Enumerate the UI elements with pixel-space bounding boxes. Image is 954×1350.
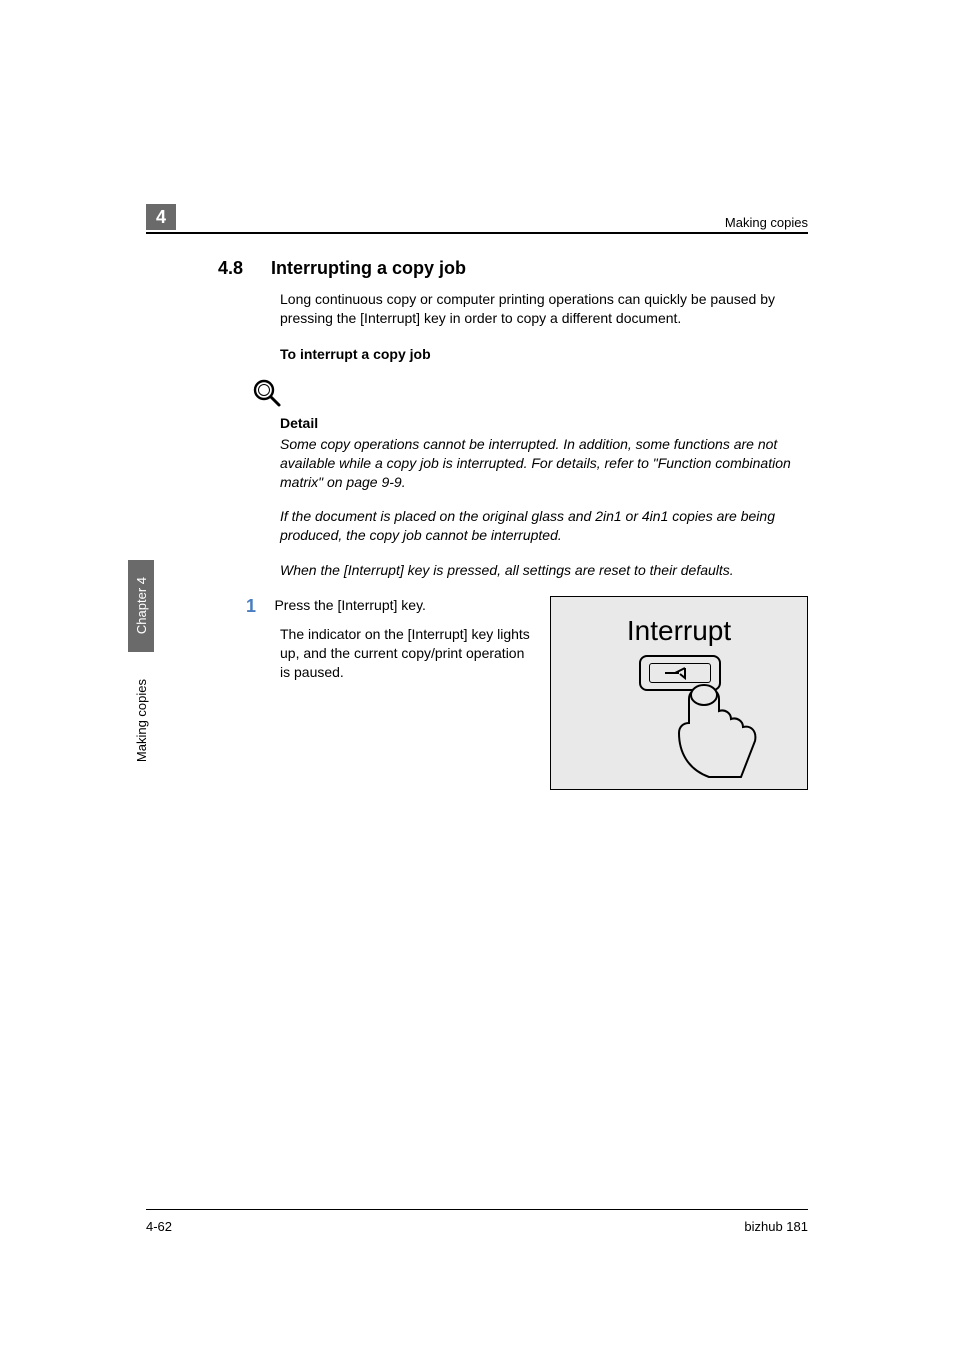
detail-para-2: If the document is placed on the origina… [280,507,808,545]
intro-paragraph: Long continuous copy or computer printin… [280,290,808,328]
header-rule [146,232,808,234]
chapter-badge: 4 [146,204,176,230]
page-number: 4-62 [146,1219,172,1234]
detail-para-1: Some copy operations cannot be interrupt… [280,435,808,492]
step-result: The indicator on the [Interrupt] key lig… [280,625,530,682]
footer-rule [146,1209,808,1210]
hand-pointer-icon [669,681,765,781]
side-tab-section: Making copies [128,656,154,786]
detail-para-3: When the [Interrupt] key is pressed, all… [280,561,808,580]
side-tab-chapter-label: Chapter 4 [134,577,149,634]
figure-interrupt: Interrupt [550,596,808,790]
detail-label: Detail [280,415,808,431]
step-left: 1 Press the [Interrupt] key. The indicat… [280,596,530,682]
side-tab-chapter: Chapter 4 [128,560,154,652]
body-column: Long continuous copy or computer printin… [280,290,808,790]
footer-row: 4-62 bizhub 181 [146,1219,808,1234]
step-number: 1 [246,596,270,617]
step-row: 1 Press the [Interrupt] key. The indicat… [280,596,808,790]
side-tab: Chapter 4 Making copies [126,560,156,796]
subheading: To interrupt a copy job [280,346,808,362]
section-title: Interrupting a copy job [271,258,466,279]
section-heading: 4.8 Interrupting a copy job [218,258,808,279]
header-row: 4 Making copies [146,204,808,230]
product-name: bizhub 181 [744,1219,808,1234]
magnifier-icon [252,378,808,413]
section-number: 4.8 [218,258,243,279]
step-instruction: Press the [Interrupt] key. [274,597,425,613]
interrupt-button-inner [649,663,711,683]
side-tab-section-label: Making copies [134,679,149,762]
page: 4 Making copies Chapter 4 Making copies … [0,0,954,1350]
interrupt-glyph-icon [663,666,697,680]
running-title: Making copies [725,215,808,230]
chapter-number: 4 [156,207,166,228]
figure-title: Interrupt [551,615,807,647]
step-line: 1 Press the [Interrupt] key. [280,596,530,617]
